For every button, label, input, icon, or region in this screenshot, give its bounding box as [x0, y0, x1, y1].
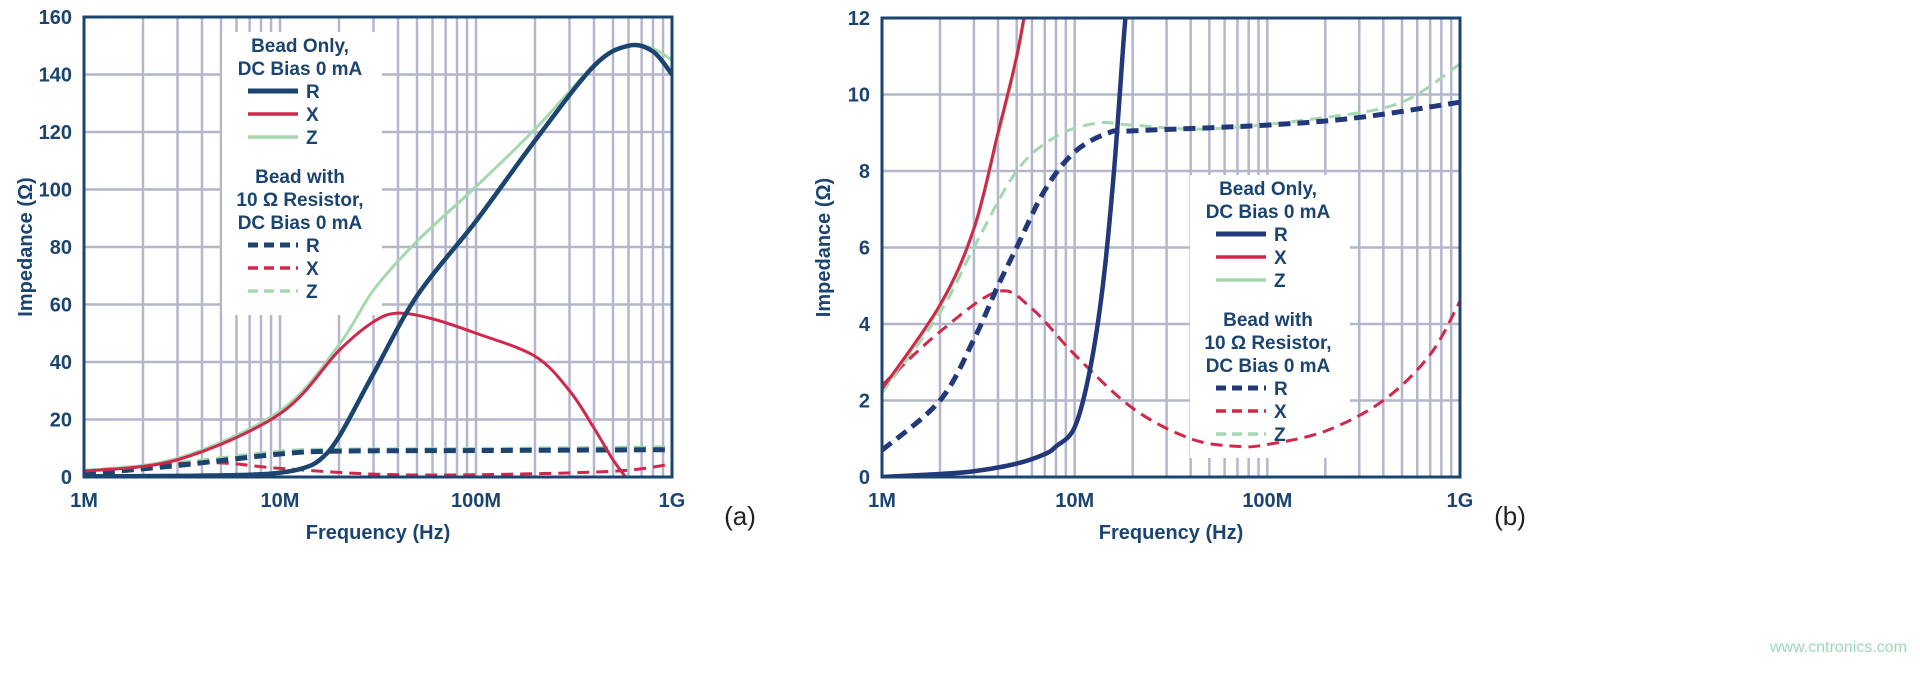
y-tick-label: 80 — [50, 237, 72, 259]
series-solid-z — [882, 18, 1027, 392]
y-tick-label: 20 — [50, 410, 72, 432]
legend-entry: Z — [306, 282, 318, 303]
x-tick-label: 1M — [868, 490, 896, 512]
y-tick-label: 8 — [859, 161, 870, 183]
series-dashed-r — [882, 99, 1460, 453]
y-tick-label: 60 — [50, 295, 72, 317]
legend-entry: R — [1274, 379, 1288, 400]
y-tick-label: 2 — [859, 391, 870, 413]
legend-entry: Z — [306, 128, 318, 149]
y-tick-label: 6 — [859, 238, 870, 260]
legend-entry: Z — [1274, 425, 1286, 446]
legend-group-title: Bead Only, — [1219, 179, 1317, 200]
x-axis-label: Frequency (Hz) — [306, 522, 450, 544]
legend-entry: Z — [1274, 271, 1286, 292]
y-tick-label: 160 — [39, 7, 72, 29]
series-dashed-z — [882, 62, 1460, 394]
y-axis-label: Impedance (Ω) — [15, 177, 37, 316]
legend-group-title: Bead Only, — [251, 36, 349, 57]
y-tick-label: 140 — [39, 65, 72, 87]
series-dashed-x — [84, 461, 672, 477]
legend-group-title: 10 Ω Resistor, — [236, 190, 363, 211]
legend-entry: R — [1274, 225, 1288, 246]
series-solid-r — [882, 18, 1128, 477]
y-tick-label: 100 — [39, 180, 72, 202]
y-tick-label: 12 — [848, 8, 870, 30]
y-tick-label: 120 — [39, 122, 72, 144]
y-tick-label: 0 — [61, 467, 72, 489]
chart-0: 0 20 40 60 80 100 120 140 160 1M 10M 100M 1G Frequenc… — [15, 7, 756, 544]
legend-group-title: DC Bias 0 mA — [1206, 202, 1331, 223]
x-axis-label: Frequency (Hz) — [1099, 522, 1243, 544]
x-tick-label: 1M — [70, 490, 98, 512]
y-tick-label: 10 — [848, 85, 870, 107]
y-tick-label: 40 — [50, 352, 72, 374]
series-solid-x — [882, 18, 1026, 390]
y-axis-label: Impedance (Ω) — [813, 178, 835, 317]
series-solid-x — [84, 311, 627, 477]
plot-frame — [880, 16, 1462, 479]
series-dashed-r — [84, 447, 672, 477]
panel-label: (a) — [724, 501, 756, 531]
legend-entry: X — [1274, 248, 1287, 269]
legend-group-title: 10 Ω Resistor, — [1204, 333, 1331, 354]
y-tick-label: 0 — [859, 467, 870, 489]
legend-entry: X — [1274, 402, 1287, 423]
x-tick-label: 1G — [659, 490, 686, 512]
legend-group-title: DC Bias 0 mA — [238, 213, 363, 234]
plot-frame — [82, 15, 674, 479]
legend-group-title: Bead with — [1223, 310, 1313, 331]
legend-group-title: Bead with — [255, 167, 345, 188]
x-tick-label: 1G — [1447, 490, 1474, 512]
series-solid-r — [84, 42, 672, 477]
y-tick-label: 4 — [859, 314, 871, 336]
series-dashed-x — [882, 289, 1460, 449]
chart-1: 0 2 4 6 8 10 12 1M 10M 100M 1G Frequency (Hz) Impeda… — [813, 8, 1526, 544]
legend-group-title: DC Bias 0 mA — [238, 59, 363, 80]
x-tick-label: 100M — [1242, 490, 1292, 512]
x-tick-label: 10M — [261, 490, 300, 512]
x-tick-label: 10M — [1055, 490, 1094, 512]
legend-entry: X — [306, 259, 319, 280]
x-tick-label: 100M — [451, 490, 501, 512]
legend-entry: X — [306, 105, 319, 126]
watermark: www.cntronics.com — [1769, 639, 1907, 656]
legend-entry: R — [306, 82, 320, 103]
legend-group-title: DC Bias 0 mA — [1206, 356, 1331, 377]
legend-entry: R — [306, 236, 320, 257]
panel-label: (b) — [1494, 501, 1526, 531]
